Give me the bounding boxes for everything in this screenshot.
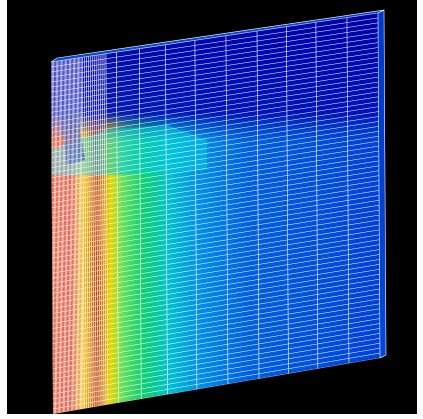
mesh-horizontal-line <box>51 62 379 113</box>
mesh-horizontal-line <box>52 195 380 249</box>
mesh-horizontal-line <box>52 214 380 269</box>
mesh-horizontal-line <box>51 17 379 68</box>
mesh-horizontal-line <box>52 259 380 314</box>
mesh-horizontal-line <box>52 342 380 400</box>
mesh-horizontal-line <box>51 106 379 158</box>
mesh-horizontal-line <box>52 273 380 329</box>
mesh-horizontal-line <box>51 145 379 199</box>
mesh-horizontal-line <box>51 135 379 188</box>
mesh-horizontal-line <box>51 116 379 168</box>
mesh-horizontal-line <box>51 71 379 123</box>
mesh-horizontal-line <box>52 333 380 390</box>
mesh-horizontal-line <box>51 32 379 83</box>
mesh-horizontal-line <box>52 244 380 299</box>
mesh-horizontal-line <box>51 52 379 103</box>
mesh-horizontal-line <box>51 140 379 193</box>
mesh-horizontal-line <box>51 170 379 224</box>
mesh-horizontal-line <box>52 328 380 385</box>
mesh-horizontal-line <box>51 150 379 204</box>
mesh-horizontal-line <box>52 269 380 324</box>
mesh-horizontal-line <box>51 180 380 234</box>
mesh-horizontal-line <box>51 121 379 173</box>
mesh-horizontal-line <box>52 352 380 410</box>
mesh-horizontal-line <box>51 111 379 163</box>
mesh-horizontal-line <box>52 204 380 259</box>
mesh-horizontal-line <box>51 76 379 128</box>
mesh-horizontal-line <box>52 249 380 304</box>
mesh-horizontal-line <box>51 86 379 138</box>
mesh-horizontal-line <box>52 239 380 294</box>
mesh-horizontal-line <box>52 278 380 334</box>
mesh-horizontal-line <box>51 175 379 229</box>
mesh-horizontal-line <box>52 224 380 279</box>
mesh-horizontal-line <box>51 91 379 143</box>
mesh-horizontal-line <box>51 66 379 118</box>
mesh-horizontal-line <box>52 303 380 359</box>
mesh-horizontal-line <box>52 323 380 380</box>
mesh-horizontal-line <box>51 190 380 244</box>
mesh-horizontal-line <box>52 264 380 319</box>
mesh-horizontal-line <box>52 338 380 395</box>
mesh-horizontal-line <box>52 200 380 254</box>
mesh-horizontal-line <box>52 254 380 309</box>
mesh-horizontal-line <box>52 209 380 264</box>
mesh-horizontal-line <box>51 155 379 209</box>
mesh-horizontal-line <box>51 22 379 73</box>
mesh-horizontal-line <box>51 42 379 93</box>
mesh-horizontal-line <box>52 308 380 364</box>
mesh-horizontal-line <box>52 293 380 349</box>
mesh-horizontal-line <box>52 234 380 289</box>
mesh-horizontal-line <box>52 298 380 354</box>
mesh-horizontal-line <box>52 288 380 344</box>
mesh-horizontal-line <box>51 131 379 183</box>
3d-viewport[interactable] <box>7 0 417 414</box>
mesh-horizontal-line <box>51 57 379 108</box>
mesh-horizontal-line <box>52 347 380 405</box>
mesh-horizontal-line <box>51 126 379 178</box>
mesh-horizontal-line <box>51 165 379 219</box>
mesh-horizontal-line <box>52 318 380 375</box>
mesh-render <box>50 9 387 414</box>
mesh-horizontal-line <box>51 96 379 148</box>
mesh-horizontal-line <box>51 101 379 153</box>
mesh-horizontal-line <box>52 283 380 339</box>
slab-front-face <box>51 13 380 414</box>
mesh-horizontal-line <box>51 27 379 78</box>
mesh-horizontal-line <box>51 47 379 98</box>
mesh-horizontal-line <box>51 81 379 133</box>
mesh-horizontal-line <box>51 185 380 239</box>
mesh-horizontal-line <box>51 160 379 214</box>
mesh-horizontal-line <box>52 229 380 284</box>
mesh-horizontal-line <box>52 219 380 274</box>
mesh-horizontal-line <box>51 37 379 88</box>
mesh-horizontal-line <box>52 313 380 369</box>
